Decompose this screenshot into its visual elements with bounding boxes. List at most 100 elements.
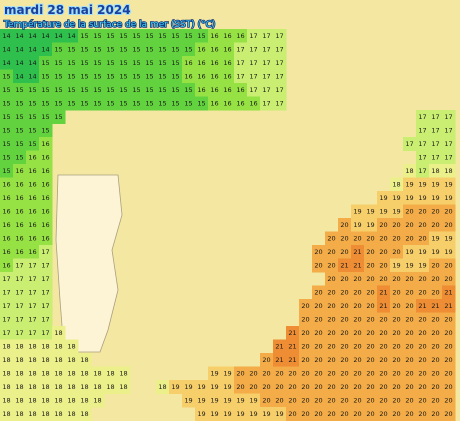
sst-cell (260, 29, 274, 43)
sst-cell (377, 326, 391, 340)
sst-value: 19 (418, 248, 426, 256)
sst-cell (273, 42, 287, 57)
sst-cell (39, 137, 53, 151)
sst-cell (442, 326, 456, 340)
sst-cell (0, 380, 14, 394)
sst-value: 19 (444, 234, 452, 242)
sst-cell (429, 137, 443, 151)
sst-value: 17 (236, 45, 244, 53)
sst-value: 15 (54, 86, 62, 94)
sst-cell (143, 69, 157, 84)
sst-value: 15 (145, 72, 153, 80)
sst-cell (39, 204, 53, 219)
sst-cell (26, 245, 40, 259)
sst-cell (0, 299, 14, 313)
sst-value: 20 (275, 383, 283, 391)
sst-value: 20 (353, 288, 361, 296)
sst-cell (26, 150, 40, 165)
sst-cell (78, 393, 92, 408)
sst-value: 19 (249, 396, 257, 404)
sst-cell (143, 56, 157, 70)
sst-value: 19 (418, 261, 426, 269)
sst-value: 16 (41, 194, 49, 202)
sst-value: 15 (80, 45, 88, 53)
sst-cell (143, 96, 157, 111)
sst-value: 15 (15, 113, 23, 121)
sst-value: 18 (15, 383, 23, 391)
sst-cell (91, 366, 105, 381)
sst-cell (312, 353, 326, 367)
sst-value: 20 (301, 329, 309, 337)
sst-value: 15 (106, 45, 114, 53)
sst-cell (13, 231, 27, 246)
sst-cell (39, 285, 53, 300)
sst-cell (429, 123, 443, 138)
sst-cell (104, 56, 118, 70)
sst-cell (234, 96, 248, 111)
sst-cell (39, 96, 53, 111)
sst-value: 16 (28, 167, 36, 175)
sst-value: 19 (197, 396, 205, 404)
sst-cell (260, 393, 274, 408)
sst-cell (39, 245, 53, 259)
sst-value: 20 (405, 302, 413, 310)
sst-value: 15 (67, 99, 75, 107)
sst-value: 21 (275, 342, 283, 350)
sst-cell (78, 353, 92, 367)
sst-cell (169, 69, 183, 84)
sst-cell (273, 393, 287, 408)
sst-value: 20 (340, 329, 348, 337)
sst-value: 15 (119, 86, 127, 94)
sst-value: 14 (28, 45, 36, 53)
sst-value: 15 (67, 72, 75, 80)
sst-cell (416, 326, 430, 340)
sst-value: 20 (379, 329, 387, 337)
sst-cell (351, 326, 365, 340)
sst-value: 16 (28, 221, 36, 229)
sst-cell (234, 83, 248, 97)
sst-value: 17 (236, 72, 244, 80)
sst-cell (247, 42, 261, 57)
sst-value: 17 (405, 140, 413, 148)
sst-cell (338, 366, 352, 381)
sst-value: 15 (15, 86, 23, 94)
sst-value: 20 (444, 383, 452, 391)
sst-cell (390, 380, 404, 394)
sst-cell (429, 393, 443, 408)
sst-cell (156, 380, 170, 394)
sst-value: 17 (418, 153, 426, 161)
sst-cell (260, 69, 274, 84)
sst-value: 17 (444, 113, 452, 121)
sst-cell (260, 96, 274, 111)
sst-cell (338, 245, 352, 259)
sst-cell (13, 56, 27, 70)
sst-value: 20 (444, 369, 452, 377)
sst-value: 20 (392, 369, 400, 377)
sst-cell (13, 123, 27, 138)
sst-cell (39, 272, 53, 286)
sst-value: 21 (379, 302, 387, 310)
sst-value: 20 (379, 234, 387, 242)
sst-cell (208, 96, 222, 111)
sst-value: 17 (28, 275, 36, 283)
sst-value: 20 (353, 302, 361, 310)
sst-cell (169, 96, 183, 111)
sst-cell (273, 56, 287, 70)
sst-value: 17 (28, 302, 36, 310)
sst-cell (416, 137, 430, 151)
sst-value: 19 (405, 194, 413, 202)
sst-cell (338, 312, 352, 327)
sst-cell (221, 83, 235, 97)
sst-cell (364, 353, 378, 367)
sst-value: 17 (2, 302, 10, 310)
sst-cell (13, 326, 27, 340)
sst-cell (65, 407, 79, 421)
sst-cell (312, 380, 326, 394)
sst-cell (416, 164, 430, 178)
sst-cell (65, 83, 79, 97)
sst-value: 19 (236, 410, 244, 418)
sst-cell (78, 42, 92, 57)
sst-cell (364, 299, 378, 313)
sst-value: 18 (67, 342, 75, 350)
sst-value: 15 (145, 45, 153, 53)
